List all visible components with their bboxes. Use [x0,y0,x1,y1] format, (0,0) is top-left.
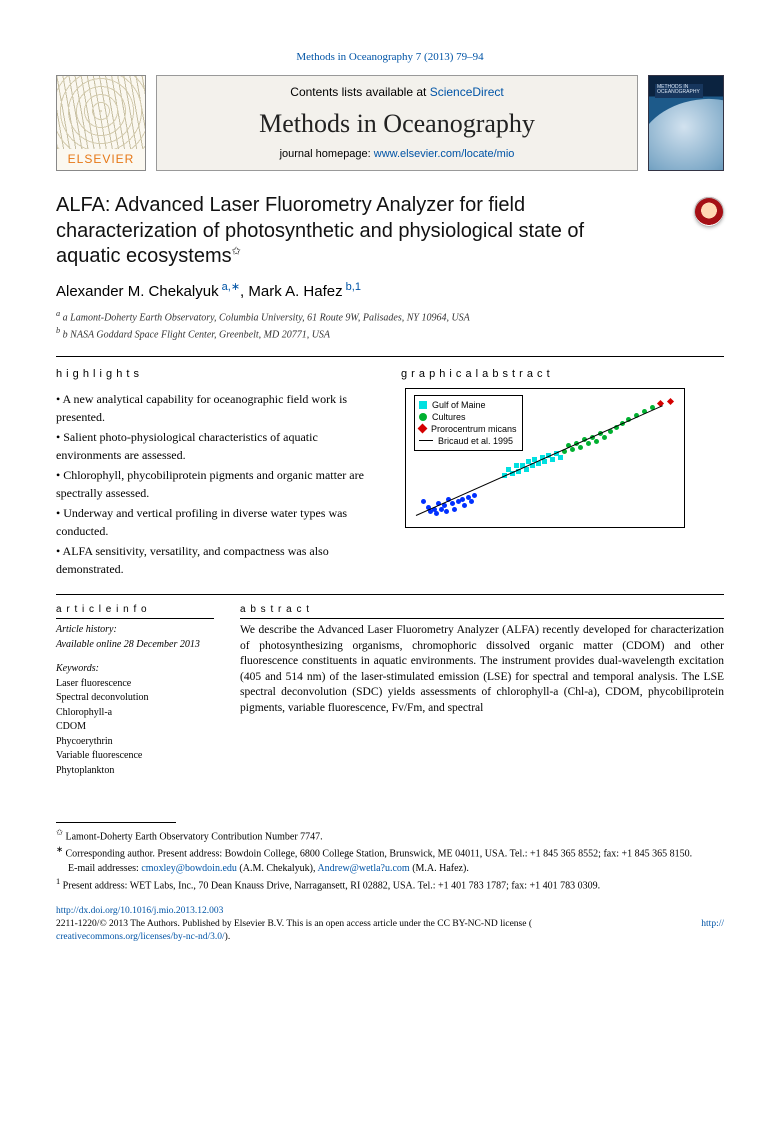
keyword: Variable fluorescence [56,749,214,764]
keywords-head: Keywords: [56,662,214,677]
scatter-point [421,499,426,504]
keyword: Phycoerythrin [56,735,214,750]
keywords: Keywords: Laser fluorescence Spectral de… [56,662,214,778]
doi-link[interactable]: http://dx.doi.org/10.1016/j.mio.2013.12.… [56,906,223,916]
article-history: Article history: Available online 28 Dec… [56,623,214,652]
highlights-row: h i g h l i g h t s • A new analytical c… [56,367,724,580]
footnote-corresponding: ∗ Corresponding author. Present address:… [56,844,724,861]
cover-label: METHODS IN OCEANOGRAPHY [657,85,723,96]
scatter-point [578,445,583,450]
elsevier-logo: ELSEVIER [56,75,146,171]
citation-link[interactable]: Methods in Oceanography 7 (2013) 79–94 [296,51,483,63]
highlight-item: • Salient photo-physiological characteri… [56,428,379,464]
journal-cover-thumb: METHODS IN OCEANOGRAPHY [648,75,724,171]
article-info-head: a r t i c l e i n f o [56,603,214,620]
scatter-point [462,503,467,508]
highlight-item: • ALFA sensitivity, versatility, and com… [56,542,379,578]
author-1-aff: a,∗ [219,281,240,293]
scatter-layer [406,389,684,527]
graphical-chart: Gulf of Maine Cultures Prorocentrum mica… [405,388,685,528]
doi-block: http://dx.doi.org/10.1016/j.mio.2013.12.… [56,905,724,943]
title-text: ALFA: Advanced Laser Fluorometry Analyze… [56,194,584,267]
footnote-2: 1 Present address: WET Labs, Inc., 70 De… [56,876,724,893]
scatter-point [602,435,607,440]
sciencedirect-link[interactable]: ScienceDirect [430,85,504,99]
homepage-prefix: journal homepage: [280,148,374,160]
highlight-item: • Underway and vertical profiling in div… [56,504,379,540]
page-root: Methods in Oceanography 7 (2013) 79–94 E… [0,0,780,983]
highlights-head: h i g h l i g h t s [56,367,379,382]
footnotes: ✩ Lamont-Doherty Earth Observatory Contr… [56,822,724,943]
paper-title: ALFA: Advanced Laser Fluorometry Analyze… [56,193,616,270]
journal-title: Methods in Oceanography [259,106,535,141]
title-footnote-mark: ✩ [232,246,241,258]
footnote-1: ✩ Lamont-Doherty Earth Observatory Contr… [56,827,724,844]
license-link-part2[interactable]: creativecommons.org/licenses/by-nc-nd/3.… [56,932,225,942]
elsevier-tree-icon [57,76,145,149]
author-2: Mark A. Hafez [248,283,342,300]
abstract-text: We describe the Advanced Laser Fluoromet… [240,623,724,716]
scatter-point [452,507,457,512]
keyword: Phytoplankton [56,764,214,779]
scatter-point [594,439,599,444]
title-block: ALFA: Advanced Laser Fluorometry Analyze… [56,193,724,342]
highlights-col: h i g h l i g h t s • A new analytical c… [56,367,379,580]
copyright-line: 2211-1220/© 2013 The Authors. Published … [56,918,724,931]
highlight-item: • Chlorophyll, phycobiliprotein pigments… [56,466,379,502]
email-link-1[interactable]: cmoxley@bowdoin.edu [141,863,237,874]
scatter-point [586,441,591,446]
scatter-point [558,455,563,460]
scatter-point [570,447,575,452]
abstract-block: a b s t r a c t We describe the Advanced… [240,603,724,779]
abstract-head: a b s t r a c t [240,603,724,620]
top-citation: Methods in Oceanography 7 (2013) 79–94 [56,50,724,65]
scatter-point [472,493,477,498]
footnote-rule [56,822,176,823]
highlights-list: • A new analytical capability for oceano… [56,390,379,578]
scatter-point [667,397,674,404]
keyword: Laser fluorescence [56,677,214,692]
affiliations: a a Lamont-Doherty Earth Observatory, Co… [56,308,724,342]
author-2-aff: b,1 [343,281,361,293]
scatter-point [434,511,439,516]
license-link-part1[interactable]: http:// [701,918,724,931]
author-1: Alexander M. Chekalyuk [56,283,219,300]
affiliation-b: b b NASA Goddard Space Flight Center, Gr… [56,325,724,342]
email-link-2[interactable]: Andrew@wetla?u.com [317,863,409,874]
graphical-col: g r a p h i c a l a b s t r a c t Gulf o… [401,367,724,528]
article-info: a r t i c l e i n f o Article history: A… [56,603,214,779]
license-tail: ). [225,932,231,942]
scatter-point [444,509,449,514]
info-row: a r t i c l e i n f o Article history: A… [56,603,724,779]
contents-line: Contents lists available at ScienceDirec… [290,84,503,100]
history-line: Article history: [56,623,214,638]
affiliation-a: a a Lamont-Doherty Earth Observatory, Co… [56,308,724,325]
banner-center: Contents lists available at ScienceDirec… [156,75,638,171]
divider-2 [56,594,724,595]
footnote-emails: E-mail addresses: cmoxley@bowdoin.edu (A… [56,862,724,876]
keyword: Chlorophyll-a [56,706,214,721]
scatter-point [550,457,555,462]
copyright-text: 2211-1220/© 2013 The Authors. Published … [56,918,532,931]
highlight-item: • A new analytical capability for oceano… [56,390,379,426]
contents-prefix: Contents lists available at [290,85,429,99]
divider-1 [56,356,724,357]
history-line: Available online 28 December 2013 [56,638,214,653]
scatter-point [514,463,519,468]
elsevier-label: ELSEVIER [68,149,135,170]
graphical-head: g r a p h i c a l a b s t r a c t [401,367,724,382]
homepage-line: journal homepage: www.elsevier.com/locat… [280,147,515,162]
keyword: CDOM [56,720,214,735]
scatter-point [460,497,465,502]
homepage-link[interactable]: www.elsevier.com/locate/mio [374,148,515,160]
scatter-point [469,499,474,504]
fit-line [416,405,663,516]
author-list: Alexander M. Chekalyuk a,∗, Mark A. Hafe… [56,280,724,302]
crossmark-icon[interactable] [694,197,724,227]
keyword: Spectral deconvolution [56,691,214,706]
scatter-point [450,501,455,506]
header-banner: ELSEVIER Contents lists available at Sci… [56,75,724,171]
